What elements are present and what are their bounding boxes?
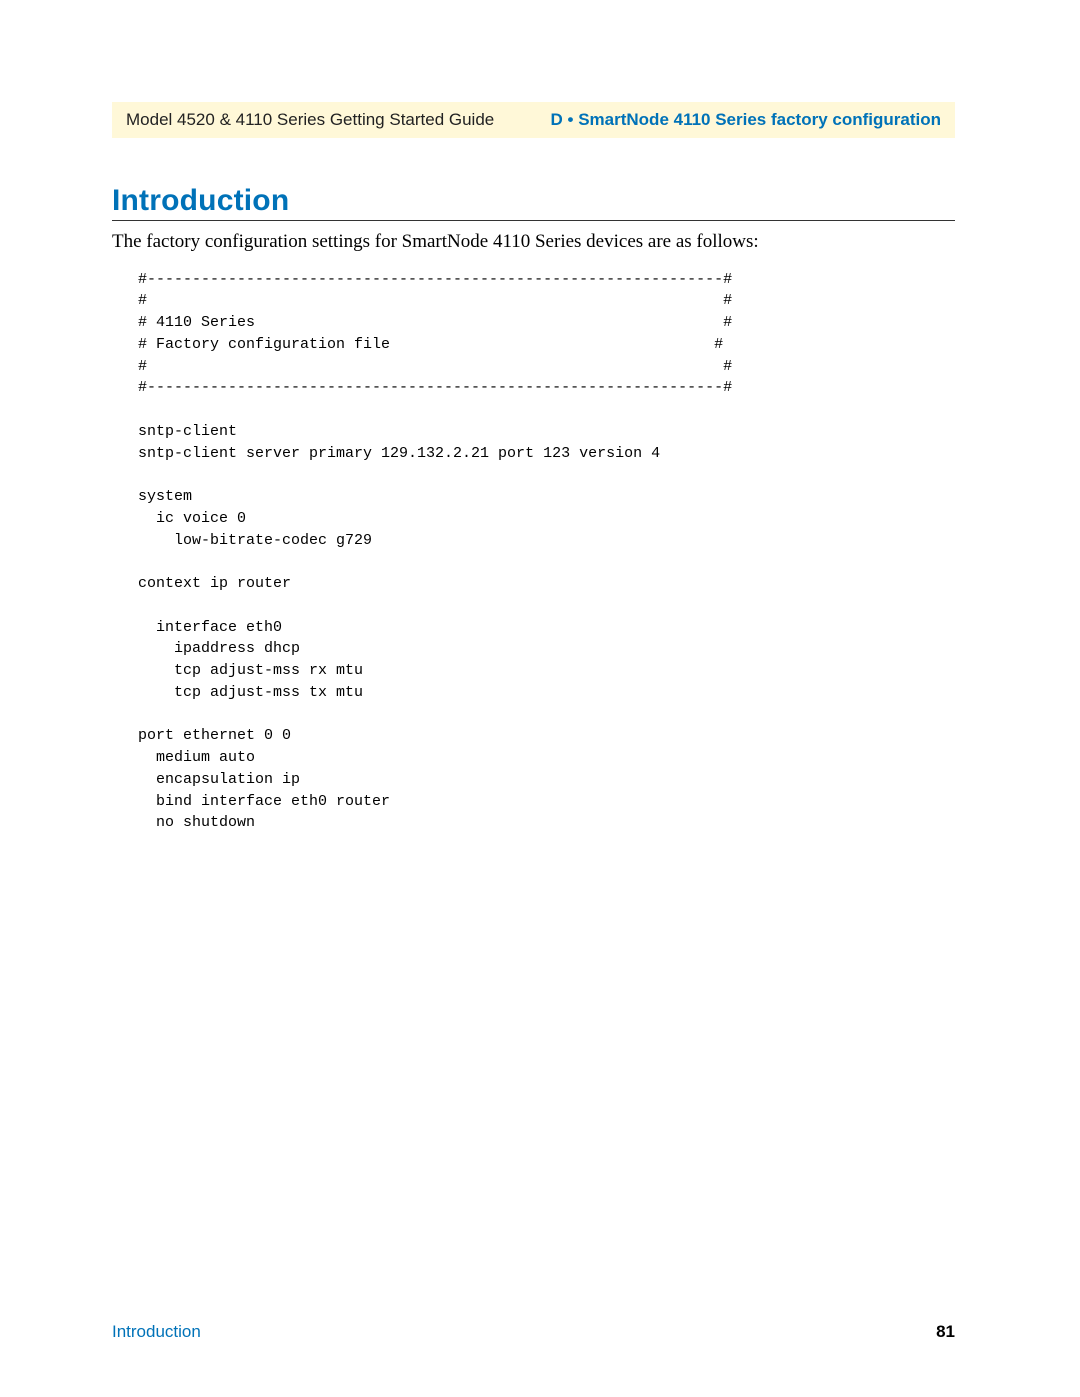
footer-section-name: Introduction (112, 1322, 201, 1342)
footer-page-number: 81 (936, 1322, 955, 1342)
header-section-title: D • SmartNode 4110 Series factory config… (551, 110, 941, 130)
intro-paragraph: The factory configuration settings for S… (112, 229, 955, 255)
page-footer: Introduction 81 (112, 1322, 955, 1342)
config-code-block: #---------------------------------------… (138, 269, 955, 835)
title-rule (112, 220, 955, 221)
section-title: Introduction (112, 184, 955, 218)
page: Model 4520 & 4110 Series Getting Started… (0, 0, 1080, 1397)
header-guide-title: Model 4520 & 4110 Series Getting Started… (126, 110, 494, 130)
page-header-bar: Model 4520 & 4110 Series Getting Started… (112, 102, 955, 138)
